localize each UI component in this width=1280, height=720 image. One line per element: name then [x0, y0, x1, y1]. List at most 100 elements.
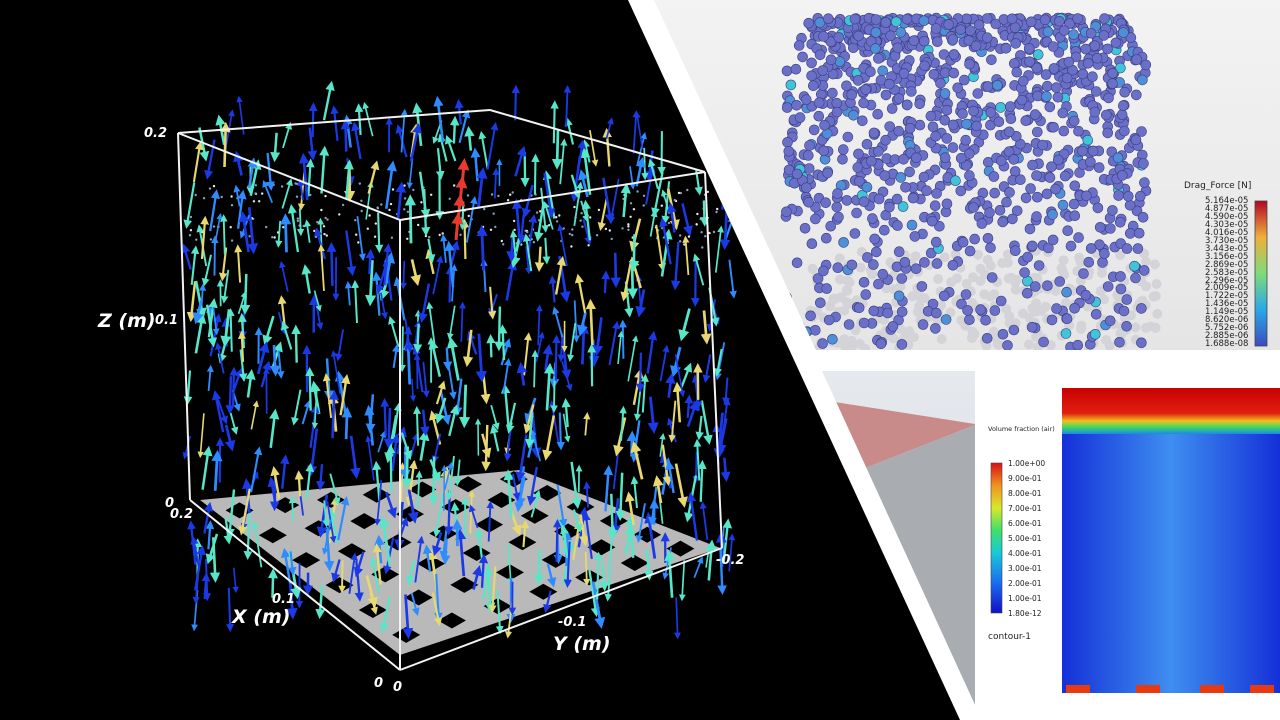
- velocity-arrow: [542, 343, 553, 371]
- dem-particle: [997, 216, 1009, 228]
- dem-particle: [803, 17, 815, 29]
- y-tick-minus-0-2: -0.2: [716, 553, 745, 568]
- dem-particle: [1102, 43, 1113, 55]
- dem-particle: [1042, 280, 1053, 292]
- dem-particle: [1003, 146, 1015, 157]
- ghost-particle: [1030, 331, 1041, 342]
- velocity-arrow: [563, 85, 572, 128]
- dem-particle: [1025, 183, 1036, 194]
- dem-particle: [1065, 240, 1077, 252]
- velocity-arrow: [270, 132, 281, 163]
- velocity-arrow: [291, 324, 301, 363]
- velocity-arrow: [543, 590, 552, 613]
- dem-particle: [896, 273, 908, 284]
- dem-particle: [975, 304, 986, 315]
- dem-particle: [821, 283, 833, 294]
- velocity-arrow: [468, 504, 479, 529]
- velocity-arrow: [588, 569, 600, 618]
- velocity-arrow: [542, 237, 551, 265]
- velocity-arrow: [385, 160, 397, 209]
- dem-particle: [1118, 305, 1130, 317]
- top-particle: [302, 224, 305, 228]
- dem-particle: [858, 276, 870, 288]
- dem-particle: [931, 188, 942, 199]
- top-particle: [265, 225, 268, 229]
- top-particle: [403, 184, 406, 187]
- dem-particle: [781, 291, 792, 303]
- dem-particle: [1024, 56, 1035, 68]
- dem-particle: [1032, 49, 1044, 60]
- dem-particle: [1057, 199, 1069, 211]
- velocity-arrow: [316, 494, 329, 538]
- velocity-arrow: [693, 556, 704, 579]
- velocity-arrow: [316, 464, 326, 491]
- top-particle: [354, 219, 357, 222]
- dem-particle: [1030, 281, 1041, 292]
- velocity-arrow: [237, 290, 248, 315]
- velocity-arrow: [250, 400, 259, 430]
- dem-particle: [1057, 107, 1069, 119]
- top-particle: [412, 188, 415, 192]
- velocity-arrow: [634, 111, 644, 150]
- dem-particle: [1135, 190, 1146, 202]
- top-particle: [502, 243, 505, 246]
- dem-particle: [890, 16, 902, 28]
- drag-force-tick: 1.688e-08: [1205, 339, 1249, 350]
- dem-particle: [1058, 125, 1070, 137]
- dem-particle: [1098, 30, 1110, 41]
- top-particle: [355, 233, 358, 236]
- velocity-arrow: [374, 479, 383, 526]
- dem-particle: [817, 338, 828, 349]
- dem-particle: [981, 332, 993, 344]
- ghost-particle: [1003, 273, 1014, 284]
- dem-particle: [957, 108, 968, 119]
- top-particle: [341, 203, 345, 207]
- x-axis-label: X (m): [232, 606, 291, 628]
- dem-particle: [985, 242, 996, 254]
- velocity-arrow: [339, 374, 351, 416]
- dem-particle: [1125, 228, 1136, 239]
- ghost-particle: [1076, 320, 1087, 331]
- top-particle: [376, 206, 379, 209]
- velocity-arrow: [464, 125, 475, 151]
- dem-particle: [984, 207, 995, 218]
- velocity-arrow: [714, 225, 724, 273]
- velocity-arrow: [713, 412, 725, 460]
- velocity-arrow: [680, 362, 693, 388]
- velocity-arrow: [301, 264, 312, 294]
- velocity-arrow: [714, 342, 726, 381]
- top-particle: [677, 191, 681, 195]
- ghost-particle: [1149, 259, 1160, 270]
- dem-particle: [1073, 125, 1084, 137]
- velocity-arrow: [204, 139, 216, 180]
- velocity-arrow: [405, 559, 416, 586]
- dem-particle: [1119, 125, 1130, 137]
- velocity-arrow: [480, 372, 491, 405]
- velocity-arrow: [599, 561, 609, 592]
- dem-particle: [950, 175, 961, 186]
- dem-particle: [893, 125, 905, 137]
- ghost-particle: [834, 274, 845, 285]
- velocity-arrow: [345, 230, 357, 277]
- ghost-particle: [1011, 275, 1022, 285]
- velocity-arrow: [444, 240, 455, 288]
- dem-particle: [1140, 59, 1152, 71]
- velocity-arrow: [220, 309, 232, 348]
- velocity-arrow: [587, 343, 597, 387]
- dem-particle: [868, 259, 879, 270]
- dem-particle: [988, 171, 1000, 182]
- dem-particle: [781, 102, 793, 113]
- velocity-arrow: [601, 270, 611, 294]
- top-particle: [368, 214, 371, 217]
- velocity-arrow: [197, 413, 205, 459]
- velocity-arrow: [413, 405, 422, 446]
- velocity-arrow: [308, 102, 318, 138]
- velocity-arrow: [418, 283, 431, 323]
- velocity-arrow: [486, 122, 499, 170]
- velocity-arrow: [276, 350, 285, 379]
- top-particle: [570, 245, 573, 248]
- dem-particle: [918, 171, 930, 183]
- velocity-arrow: [362, 101, 374, 137]
- velocity-arrow: [583, 551, 591, 587]
- dem-particle: [893, 246, 905, 257]
